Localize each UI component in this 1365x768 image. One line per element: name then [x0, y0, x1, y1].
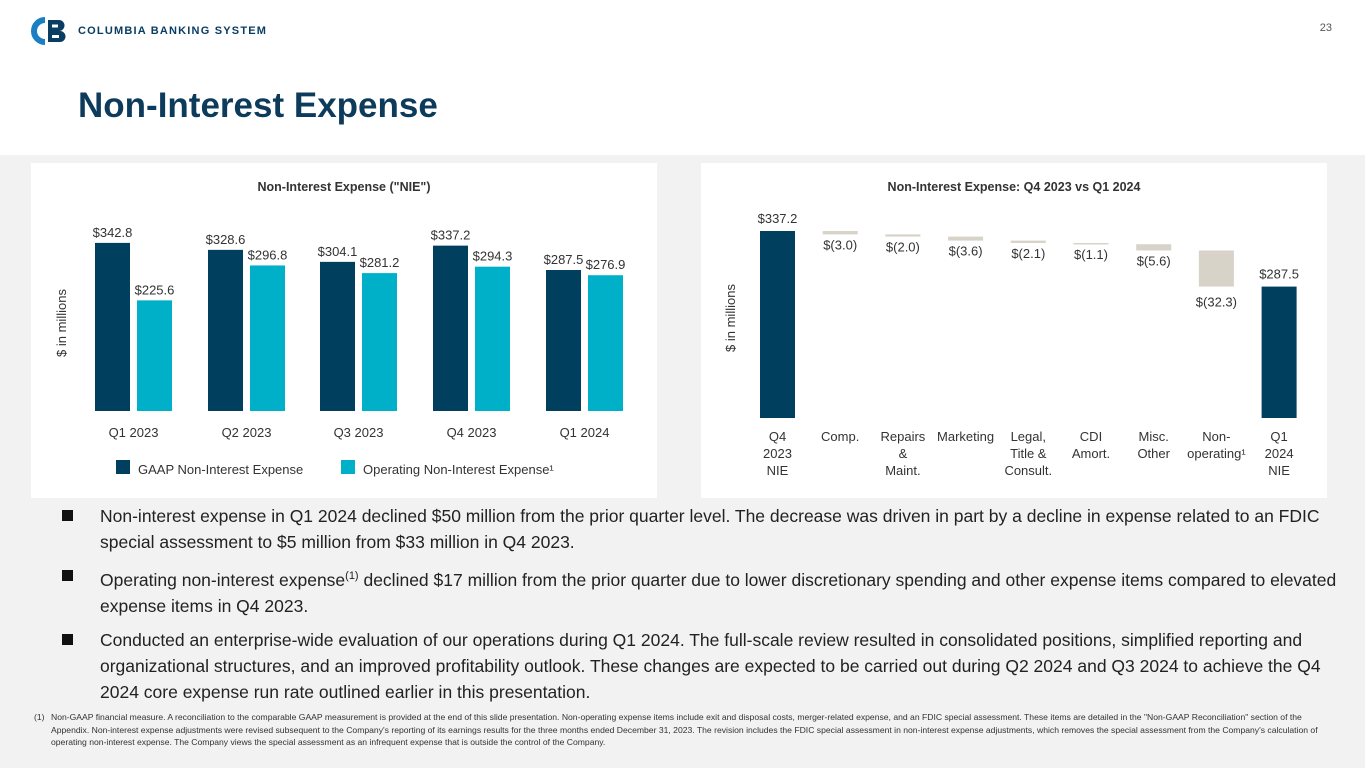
- waterfall-delta-bar: [1073, 242, 1109, 245]
- bar-value-label: $337.2: [431, 228, 471, 243]
- legend-swatch: [116, 460, 130, 474]
- waterfall-delta-bar: [948, 236, 984, 241]
- page-title: Non-Interest Expense: [78, 86, 438, 125]
- x-tick-label: Amort.: [1072, 446, 1110, 461]
- x-tick-label: Comp.: [821, 429, 859, 444]
- legend-label: GAAP Non-Interest Expense: [138, 462, 303, 477]
- operating-bar: [475, 266, 510, 411]
- x-tick-label: Q4: [769, 429, 786, 444]
- bullet-text: Operating non-interest expense(1) declin…: [100, 569, 1337, 616]
- x-tick-label: Maint.: [885, 463, 920, 478]
- waterfall-delta-bar: [1198, 250, 1234, 287]
- gaap-bar: [208, 249, 243, 411]
- x-tick-label: Q3 2023: [334, 425, 384, 440]
- bar-value-label: $328.6: [206, 232, 246, 247]
- waterfall-delta-bar: [885, 234, 921, 237]
- x-tick-label: 2024: [1265, 446, 1294, 461]
- slide-header: COLUMBIA BANKING SYSTEM 23 Non-Interest …: [0, 0, 1365, 155]
- company-name: COLUMBIA BANKING SYSTEM: [78, 25, 268, 37]
- x-tick-label: Q1 2024: [560, 425, 610, 440]
- bar-value-label: $(32.3): [1196, 295, 1237, 310]
- bullet-item: Operating non-interest expense(1) declin…: [62, 563, 1342, 619]
- waterfall-total-bar: [760, 231, 795, 418]
- company-logo: COLUMBIA BANKING SYSTEM: [26, 16, 267, 46]
- x-tick-label: CDI: [1080, 429, 1102, 444]
- chart-title: Non-Interest Expense ("NIE"): [258, 180, 431, 194]
- nie-bar-chart-panel: Non-Interest Expense ("NIE") $ in million…: [31, 163, 657, 498]
- footnote-text: Non-GAAP financial measure. A reconcilia…: [51, 712, 1318, 747]
- chart-title: Non-Interest Expense: Q4 2023 vs Q1 2024: [888, 180, 1141, 194]
- bar-value-label: $225.6: [135, 282, 175, 297]
- bullet-item: Conducted an enterprise-wide evaluation …: [62, 627, 1342, 705]
- x-tick-label: 2023: [763, 446, 792, 461]
- bar-value-label: $296.8: [248, 247, 288, 262]
- x-tick-label: Q1: [1270, 429, 1287, 444]
- footnote: (1) Non-GAAP financial measure. A reconc…: [34, 711, 1334, 749]
- gaap-bar: [320, 261, 355, 411]
- x-tick-label: NIE: [1268, 463, 1290, 478]
- x-tick-label: Misc.: [1139, 429, 1169, 444]
- nie-bar-chart: Non-Interest Expense ("NIE") $ in million…: [54, 180, 626, 477]
- gaap-bar: [95, 242, 130, 411]
- bar-value-label: $(3.0): [823, 237, 857, 252]
- x-tick-label: Q1 2023: [109, 425, 159, 440]
- nie-waterfall-chart-panel: Non-Interest Expense: Q4 2023 vs Q1 2024…: [701, 163, 1327, 498]
- operating-bar: [362, 273, 397, 411]
- x-tick-label: Q4 2023: [447, 425, 497, 440]
- cb-logo-icon: [31, 17, 66, 45]
- bar-value-label: $304.1: [318, 244, 358, 259]
- x-tick-label: Title &: [1010, 446, 1047, 461]
- bar-value-label: $(5.6): [1137, 253, 1171, 268]
- bar-value-label: $(1.1): [1074, 247, 1108, 262]
- nie-waterfall-chart: Non-Interest Expense: Q4 2023 vs Q1 2024…: [723, 180, 1299, 478]
- page-number: 23: [1319, 22, 1332, 34]
- bar-value-label: $(2.0): [886, 240, 920, 255]
- x-tick-label: Other: [1137, 446, 1170, 461]
- waterfall-delta-bar: [822, 231, 858, 235]
- x-tick-label: Non-: [1202, 429, 1230, 444]
- bar-value-label: $276.9: [586, 257, 626, 272]
- x-tick-label: Marketing: [937, 429, 994, 444]
- x-tick-label: Q2 2023: [222, 425, 272, 440]
- y-axis-label: $ in millions: [723, 284, 738, 352]
- legend-swatch: [341, 460, 355, 474]
- bullet-item: Non-interest expense in Q1 2024 declined…: [62, 503, 1342, 555]
- x-tick-label: Legal,: [1011, 429, 1046, 444]
- footnote-ref: (1): [345, 570, 359, 582]
- bar-value-label: $281.2: [360, 255, 400, 270]
- x-tick-label: Repairs: [881, 429, 926, 444]
- bullet-square-icon: [62, 503, 100, 555]
- x-tick-label: NIE: [767, 463, 789, 478]
- footnote-number: (1): [34, 712, 45, 722]
- bar-value-label: $294.3: [473, 249, 513, 264]
- bar-value-label: $337.2: [758, 211, 798, 226]
- bullet-list: Non-interest expense in Q1 2024 declined…: [62, 503, 1342, 713]
- bullet-text: Non-interest expense in Q1 2024 declined…: [100, 506, 1320, 552]
- bullet-square-icon: [62, 627, 100, 705]
- bar-value-label: $(3.6): [949, 244, 983, 259]
- operating-bar: [588, 275, 623, 411]
- x-tick-label: &: [899, 446, 908, 461]
- gaap-bar: [433, 245, 468, 411]
- x-tick-label: operating¹: [1187, 446, 1246, 461]
- bar-value-label: $342.8: [93, 225, 133, 240]
- bar-value-label: $(2.1): [1011, 246, 1045, 261]
- bar-value-label: $287.5: [1259, 267, 1299, 282]
- x-tick-label: Consult.: [1004, 463, 1052, 478]
- legend-label: Operating Non-Interest Expense¹: [363, 462, 554, 477]
- operating-bar: [137, 300, 172, 411]
- waterfall-delta-bar: [1136, 244, 1172, 251]
- gaap-bar: [546, 270, 581, 411]
- waterfall-total-bar: [1261, 286, 1297, 418]
- bullet-text: Conducted an enterprise-wide evaluation …: [100, 629, 1321, 702]
- operating-bar: [250, 265, 285, 411]
- bar-value-label: $287.5: [544, 252, 584, 267]
- waterfall-delta-bar: [1010, 240, 1046, 243]
- bullet-square-icon: [62, 563, 100, 619]
- y-axis-label: $ in millions: [54, 289, 69, 357]
